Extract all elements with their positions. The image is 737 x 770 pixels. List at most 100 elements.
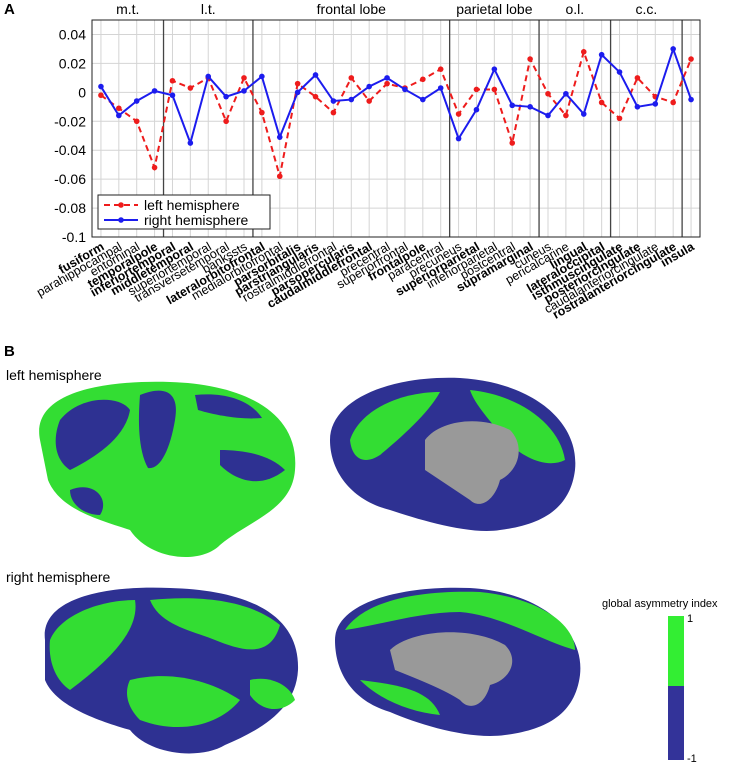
point (527, 56, 533, 62)
point (169, 92, 176, 99)
point (545, 112, 551, 119)
point (294, 80, 301, 87)
row-label: right hemisphere (6, 569, 110, 585)
point (133, 118, 140, 125)
point (294, 89, 301, 96)
point (634, 75, 641, 81)
point (133, 98, 140, 104)
point (241, 88, 247, 94)
point (276, 173, 283, 180)
group-label: frontal lobe (317, 1, 386, 17)
colorbar-low (668, 686, 684, 760)
point (241, 75, 247, 81)
point (116, 112, 122, 119)
y-tick-label: -0.06 (54, 171, 86, 187)
point (420, 76, 426, 83)
point (348, 75, 355, 81)
point (509, 102, 516, 109)
point (652, 101, 659, 107)
point (491, 66, 498, 72)
point (366, 83, 372, 90)
series-line (100, 48, 692, 177)
point (169, 77, 176, 84)
y-tick-label: -0.08 (54, 200, 86, 216)
y-tick-label: 0.02 (59, 55, 86, 71)
point (491, 86, 498, 93)
y-tick-label: -0.04 (54, 142, 86, 158)
panel-label: B (4, 343, 15, 360)
point (420, 96, 426, 103)
brain-medial-left (330, 377, 576, 531)
group-label: o.l. (565, 1, 584, 17)
y-tick-label: 0.04 (59, 26, 86, 42)
y-tick-label: -0.02 (54, 113, 86, 129)
point (473, 106, 480, 113)
legend-dot (118, 217, 124, 223)
colorbar-min: -1 (687, 753, 697, 765)
series-line (100, 45, 693, 147)
point (259, 73, 265, 80)
point (187, 85, 194, 91)
point (634, 104, 641, 110)
point (563, 90, 569, 97)
point (598, 99, 605, 106)
y-tick-label: 0 (78, 84, 86, 100)
y-tick-label: -0.1 (62, 229, 86, 245)
point (688, 96, 694, 103)
point (580, 111, 587, 117)
point (98, 83, 104, 90)
point (98, 92, 104, 99)
point (276, 134, 283, 140)
point (437, 85, 444, 91)
brain-lateral-right (44, 587, 299, 754)
chart: 0.04 0.02 0 -0.02 -0.04 -0.06 -0.08 -0.1 m.t. l.t… (34, 1, 701, 322)
legend-label: left hemisphere (144, 197, 240, 213)
point (616, 115, 623, 122)
point (384, 75, 390, 81)
point (473, 86, 480, 93)
point (151, 88, 158, 94)
point (151, 164, 158, 171)
point (688, 56, 694, 62)
point (455, 135, 462, 142)
legend-label: right hemisphere (144, 212, 248, 228)
point (366, 98, 372, 104)
point (312, 72, 319, 78)
point (384, 80, 390, 87)
point (223, 93, 229, 100)
panel-label: A (4, 1, 15, 18)
point (437, 66, 444, 72)
point (402, 86, 408, 93)
point (670, 99, 676, 106)
colorbar-high (668, 616, 684, 686)
point (223, 118, 229, 125)
point (455, 111, 462, 117)
point (616, 69, 623, 75)
group-label: m.t. (116, 1, 139, 17)
point (116, 105, 122, 112)
point (330, 109, 337, 116)
point (527, 104, 533, 110)
point (205, 73, 212, 80)
legend-dot (118, 202, 124, 208)
point (312, 93, 319, 100)
row-label: left hemisphere (6, 367, 102, 383)
point (259, 109, 265, 116)
point (330, 98, 337, 104)
point (187, 140, 194, 146)
point (670, 46, 676, 52)
point (509, 140, 516, 146)
point (348, 96, 355, 103)
group-label: l.t. (201, 1, 216, 17)
group-label: c.c. (635, 1, 657, 17)
brain-lateral-left (39, 381, 296, 557)
group-label: parietal lobe (456, 1, 532, 17)
point (580, 49, 587, 55)
colorbar-title: global asymmetry index (602, 598, 718, 610)
point (563, 112, 569, 119)
brain-medial-right (335, 587, 581, 736)
legend-box (97, 194, 271, 230)
colorbar-max: 1 (687, 613, 693, 625)
plot-frame (91, 19, 701, 238)
